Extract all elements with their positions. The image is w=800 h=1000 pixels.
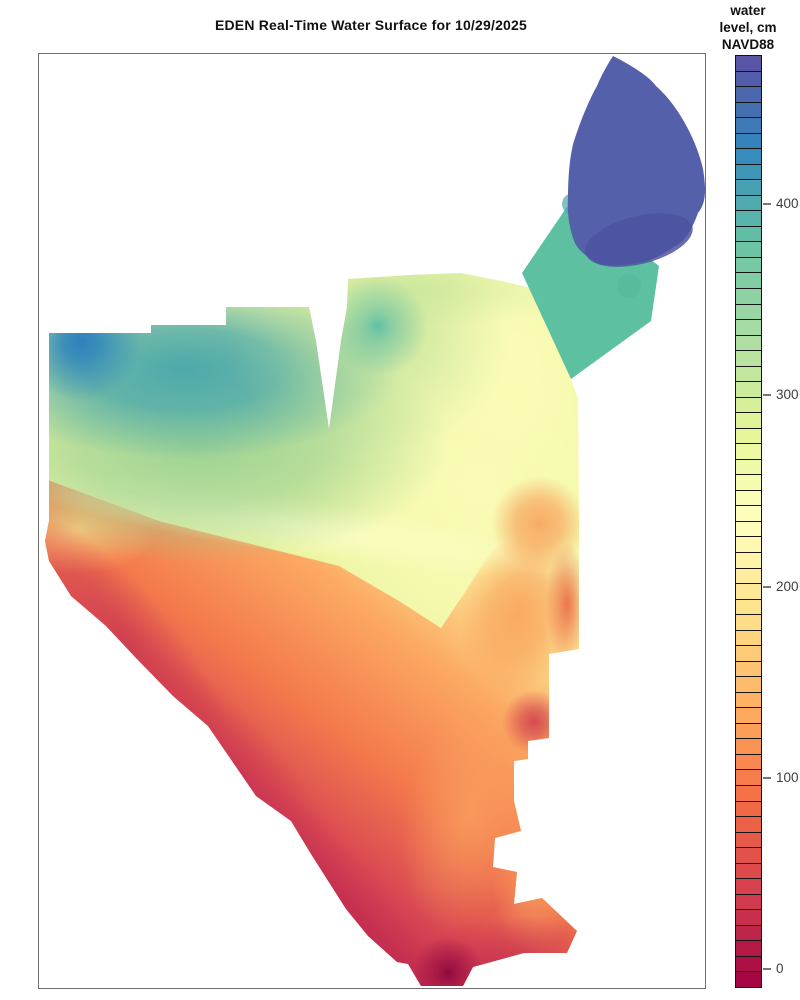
colorbar-tick-mark (763, 203, 771, 206)
colorbar-cell (736, 848, 761, 864)
colorbar-cell (736, 584, 761, 600)
colorbar-cell (736, 972, 761, 987)
colorbar-title-line1: water (730, 3, 766, 18)
colorbar-cell (736, 475, 761, 491)
colorbar-cell (736, 817, 761, 833)
colorbar-cell (736, 630, 761, 647)
colorbar-cell (736, 366, 761, 383)
colorbar-cell (736, 56, 761, 72)
page-title: EDEN Real-Time Water Surface for 10/29/2… (214, 17, 528, 33)
map-region-northeast-basin (567, 56, 705, 267)
colorbar-cell (736, 910, 761, 926)
colorbar-cell (736, 180, 761, 196)
colorbar-tick-mark (763, 394, 771, 397)
colorbar-title: water level, cm NAVD88 (688, 2, 800, 53)
colorbar-cell (736, 723, 761, 740)
colorbar-cell (736, 257, 761, 274)
colorbar-cell (736, 692, 761, 709)
colorbar-cell (736, 335, 761, 352)
colorbar-tick-mark (763, 585, 771, 588)
colorbar-cell (736, 149, 761, 165)
colorbar-cell (736, 770, 761, 786)
colorbar-cell (736, 351, 761, 367)
colorbar-cell (736, 677, 761, 693)
colorbar-cell (736, 102, 761, 119)
colorbar-cell (736, 211, 761, 227)
colorbar-cell (736, 428, 761, 445)
colorbar-cell (736, 164, 761, 181)
colorbar-cell (736, 785, 761, 802)
colorbar-title-line2: level, cm (719, 20, 777, 35)
colorbar-cell (736, 879, 761, 895)
colorbar-cell (736, 133, 761, 150)
colorbar-cell (736, 71, 761, 88)
colorbar-cell (736, 553, 761, 569)
colorbar-cell (736, 956, 761, 973)
colorbar-title-line3: NAVD88 (721, 37, 775, 52)
colorbar-cell (736, 320, 761, 336)
colorbar-cell (736, 568, 761, 585)
colorbar-cell (736, 941, 761, 957)
colorbar-cell (736, 537, 761, 553)
colorbar-cell (736, 459, 761, 476)
colorbar-cell (736, 599, 761, 616)
colorbar-tick-label: 200 (776, 578, 799, 594)
colorbar-cell (736, 195, 761, 212)
water-surface-map (45, 56, 705, 986)
colorbar-cell (736, 521, 761, 538)
colorbar-cell (736, 397, 761, 414)
colorbar-cell (736, 646, 761, 662)
colorbar-cell (736, 925, 761, 942)
colorbar-cell (736, 226, 761, 243)
colorbar-tick-label: 300 (776, 387, 799, 403)
colorbar-cell (736, 444, 761, 460)
colorbar-cell (736, 273, 761, 289)
colorbar-cell (736, 739, 761, 755)
colorbar-cell (736, 863, 761, 880)
colorbar-cell (736, 118, 761, 134)
colorbar-cell (736, 832, 761, 849)
colorbar-cell (736, 490, 761, 507)
colorbar-cell (736, 708, 761, 724)
map-plot-area (38, 53, 706, 989)
colorbar-cell (736, 288, 761, 305)
colorbar-cell (736, 242, 761, 258)
colorbar (735, 55, 762, 988)
colorbar-cell (736, 506, 761, 522)
colorbar-cell (736, 382, 761, 398)
colorbar-tick-label: 400 (776, 196, 799, 212)
colorbar-cell (736, 661, 761, 678)
colorbar-cell (736, 754, 761, 771)
colorbar-cell (736, 894, 761, 911)
colorbar-tick-mark (763, 776, 771, 779)
colorbar-tick-label: 100 (776, 769, 799, 785)
colorbar-cell (736, 801, 761, 818)
colorbar-tick-mark (763, 967, 771, 970)
colorbar-tick-label: 0 (776, 961, 784, 977)
colorbar-cell (736, 615, 761, 631)
colorbar-cell (736, 304, 761, 321)
colorbar-cell (736, 87, 761, 103)
colorbar-cell (736, 413, 761, 429)
